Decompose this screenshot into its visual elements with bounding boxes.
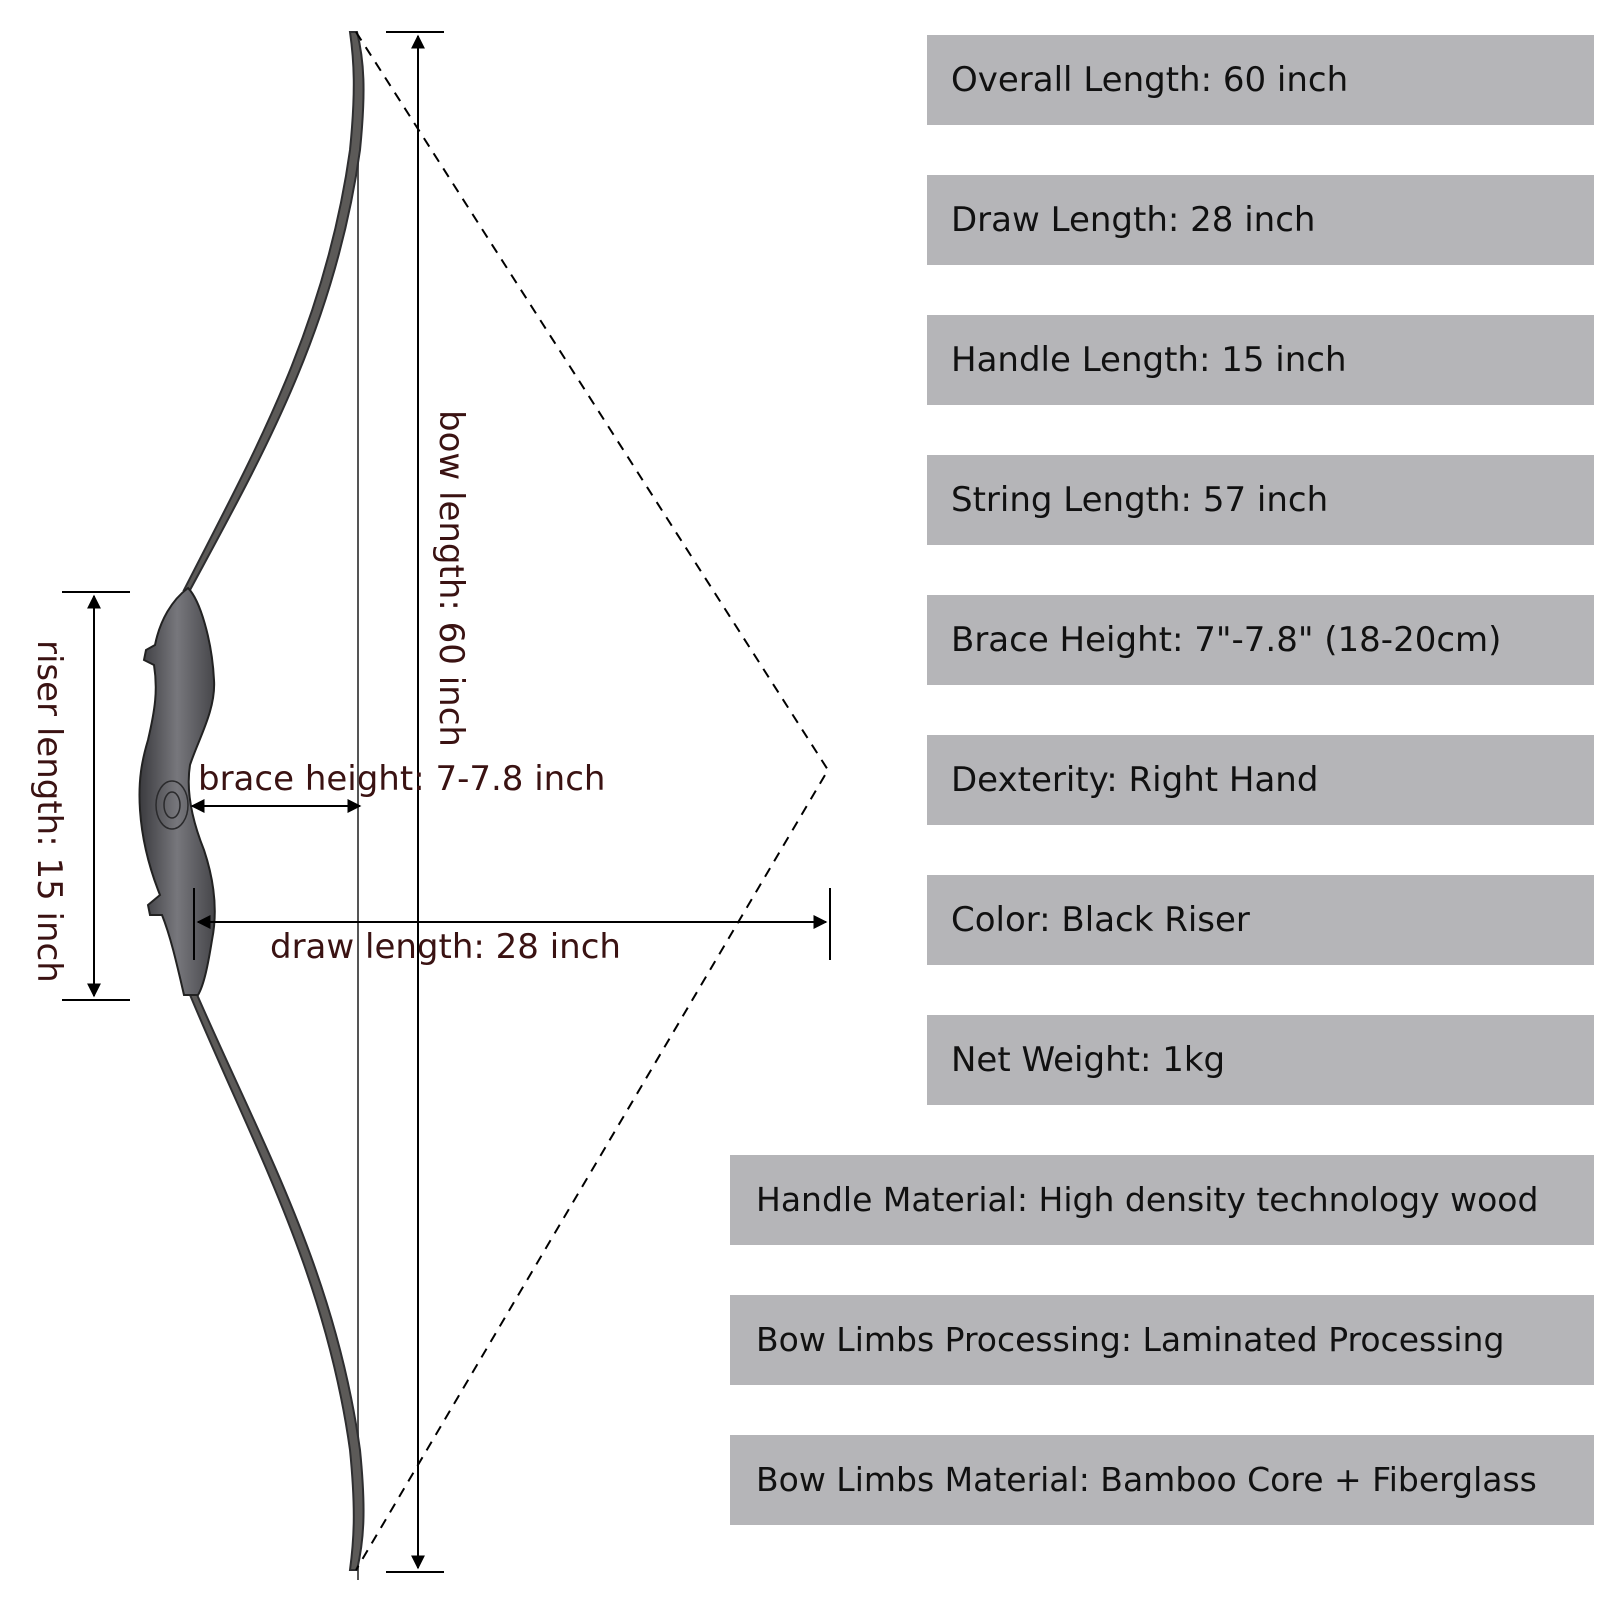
riser-length-label: riser length: 15 inch bbox=[29, 640, 69, 983]
spec-handle-length: Handle Length: 15 inch bbox=[927, 315, 1594, 405]
riser-grain bbox=[155, 780, 189, 830]
brace-height-label: brace height: 7-7.8 inch bbox=[198, 759, 605, 799]
spec-overall-length: Overall Length: 60 inch bbox=[927, 35, 1594, 125]
spec-color: Color: Black Riser bbox=[927, 875, 1594, 965]
bow-length-label: bow length: 60 inch bbox=[431, 410, 471, 747]
spec-brace-height: Brace Height: 7"-7.8" (18-20cm) bbox=[927, 595, 1594, 685]
spec-dexterity: Dexterity: Right Hand bbox=[927, 735, 1594, 825]
spec-handle-material: Handle Material: High density technology… bbox=[730, 1155, 1594, 1245]
draw-length-label: draw length: 28 inch bbox=[270, 927, 621, 967]
spec-limbs-material: Bow Limbs Material: Bamboo Core + Fiberg… bbox=[730, 1435, 1594, 1525]
lower-limb bbox=[186, 989, 365, 1571]
upper-limb bbox=[182, 31, 365, 591]
riser bbox=[138, 586, 216, 996]
spec-limbs-processing: Bow Limbs Processing: Laminated Processi… bbox=[730, 1295, 1594, 1385]
spec-string-length: String Length: 57 inch bbox=[927, 455, 1594, 545]
spec-draw-length: Draw Length: 28 inch bbox=[927, 175, 1594, 265]
drawn-string-outline bbox=[355, 31, 830, 1571]
spec-net-weight: Net Weight: 1kg bbox=[927, 1015, 1594, 1105]
